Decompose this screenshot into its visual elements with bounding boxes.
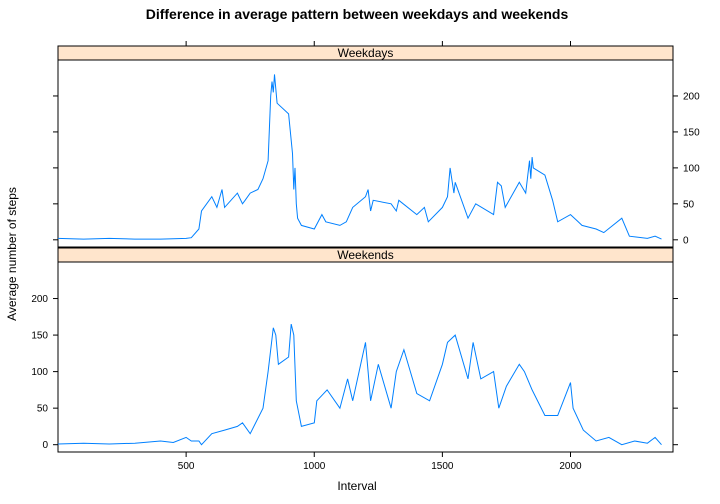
chart-title: Difference in average pattern between we… [146,6,569,22]
y-tick-label-1-1: 50 [37,404,49,415]
series-line-0-0 [57,74,662,240]
x-tick-label-1: 1000 [303,461,326,472]
y-tick-label-0-3: 150 [683,127,700,138]
panel-frame-0 [57,59,674,248]
strip-label-1: Weekends [337,248,393,262]
y-tick-label-1-2: 100 [31,367,48,378]
x-tick-label-2: 1500 [431,461,454,472]
x-tick-label-3: 2000 [559,461,582,472]
x-axis-label: Interval [337,479,376,493]
y-tick-label-0-0: 0 [683,235,689,246]
y-tick-label-0-2: 100 [683,163,700,174]
y-axis-label: Average number of steps [5,187,19,321]
panels-layer: Weekdays 0 50 100 150 200 Weekends 0 50 100 150 200… [31,41,700,472]
x-tick-label-0: 500 [178,461,195,472]
panel-frame-1 [57,261,674,453]
y-tick-label-1-0: 0 [42,440,48,451]
panel-0: Weekdays 0 50 100 150 200 [53,41,700,248]
panel-1: Weekends 0 50 100 150 200 500 1000 1500 2000 [31,247,678,472]
y-tick-label-0-4: 200 [683,91,700,102]
y-tick-label-1-4: 200 [31,294,48,305]
y-tick-label-0-1: 50 [683,199,695,210]
series-line-1-0 [57,323,662,446]
strip-label-0: Weekdays [338,46,394,60]
y-tick-label-1-3: 150 [31,331,48,342]
